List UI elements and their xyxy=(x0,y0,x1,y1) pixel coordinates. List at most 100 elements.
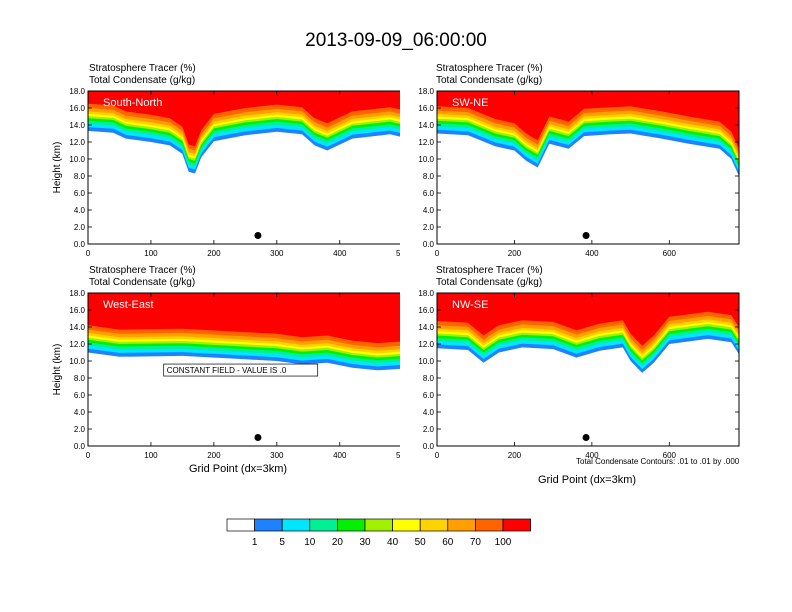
y-tick-label: 16.0 xyxy=(418,306,434,315)
y-tick-label: 2.0 xyxy=(74,425,86,434)
tracer-title: Stratosphere Tracer (%) xyxy=(436,63,543,74)
tracer-field xyxy=(88,91,400,174)
y-tick-label: 0.0 xyxy=(423,442,435,451)
y-tick-label: 8.0 xyxy=(423,374,435,383)
panel-label: West-East xyxy=(103,299,154,311)
x-tick-label: 0 xyxy=(435,249,440,258)
y-tick-label: 18.0 xyxy=(69,289,85,298)
location-marker xyxy=(582,232,590,239)
tracer-field xyxy=(88,293,400,371)
colorbar-swatch xyxy=(226,518,255,532)
y-tick-label: 12.0 xyxy=(69,340,85,349)
y-tick-label: 0.0 xyxy=(74,442,86,451)
tracer-field xyxy=(437,91,739,176)
y-tick-label: 10.0 xyxy=(418,357,434,366)
x-tick-label: 400 xyxy=(585,451,599,460)
y-tick-label: 4.0 xyxy=(74,408,86,417)
colorbar-label: 1 xyxy=(252,537,258,548)
x-tick-label: 500 xyxy=(396,249,400,258)
colorbar-label: 10 xyxy=(304,537,316,548)
x-tick-label: 300 xyxy=(270,249,284,258)
tracer-band xyxy=(437,293,739,346)
x-tick-label: 100 xyxy=(144,249,158,258)
constant-field-box xyxy=(163,363,319,377)
y-tick-label: 14.0 xyxy=(418,323,434,332)
condensate-title: Total Condensate (g/kg) xyxy=(436,75,543,86)
tracer-title: Stratosphere Tracer (%) xyxy=(89,265,196,276)
colorbar-swatch xyxy=(447,518,476,532)
tracer-title: Stratosphere Tracer (%) xyxy=(89,63,196,74)
colorbar-label: 20 xyxy=(332,537,344,548)
y-tick-label: 4.0 xyxy=(423,206,435,215)
x-tick-label: 200 xyxy=(508,451,522,460)
plot-frame xyxy=(87,292,400,447)
panel-label: NW-SE xyxy=(452,299,488,311)
x-tick-label: 600 xyxy=(663,249,677,258)
tracer-field xyxy=(437,293,739,373)
colorbar-swatch xyxy=(392,518,421,532)
y-tick-label: 18.0 xyxy=(69,87,85,96)
colorbar-label: 50 xyxy=(415,537,427,548)
y-tick-label: 0.0 xyxy=(423,240,435,249)
y-tick-label: 2.0 xyxy=(423,223,435,232)
colorbar-label: 30 xyxy=(359,537,371,548)
x-axis-label-nw-se: Grid Point (dx=3km) xyxy=(537,474,637,486)
y-tick-label: 8.0 xyxy=(74,374,86,383)
y-tick-label: 12.0 xyxy=(69,138,85,147)
panel-label: South-North xyxy=(103,97,162,109)
x-tick-label: 200 xyxy=(207,451,221,460)
y-tick-label: 4.0 xyxy=(74,206,86,215)
y-tick-label: 10.0 xyxy=(418,155,434,164)
colorbar-swatch xyxy=(281,518,311,532)
colorbar-swatch xyxy=(309,518,338,532)
colorbar-swatch xyxy=(419,518,449,532)
panel-header-west-east: Stratosphere Tracer (%) Total Condensate… xyxy=(89,265,196,289)
x-tick-label: 0 xyxy=(86,451,91,460)
y-tick-label: 6.0 xyxy=(74,391,86,400)
colorbar-label: 100 xyxy=(495,537,512,548)
tracer-band xyxy=(88,293,400,344)
y-tick-label: 2.0 xyxy=(74,223,86,232)
tracer-band xyxy=(88,91,400,147)
y-tick-label: 14.0 xyxy=(69,323,85,332)
condensate-title: Total Condensate (g/kg) xyxy=(436,277,543,288)
x-tick-label: 200 xyxy=(207,249,221,258)
y-tick-label: 16.0 xyxy=(69,104,85,113)
colorbar-label: 5 xyxy=(279,537,285,548)
location-marker xyxy=(254,232,262,239)
y-tick-label: 16.0 xyxy=(69,306,85,315)
y-tick-label: 4.0 xyxy=(423,408,435,417)
x-tick-label: 600 xyxy=(663,451,677,460)
colorbar-swatch xyxy=(364,518,393,532)
x-tick-label: 0 xyxy=(86,249,91,258)
y-tick-label: 6.0 xyxy=(74,189,86,198)
y-tick-label: 14.0 xyxy=(69,121,85,130)
y-tick-label: 18.0 xyxy=(418,87,434,96)
panel-header-sw-ne: Stratosphere Tracer (%) Total Condensate… xyxy=(436,63,543,87)
panel-nw-se: 0.0 2.0 4.0 6.0 8.0 10.0 12.0 14.0 16.0 18.0 0 200 4… xyxy=(418,289,740,460)
colorbar-label: 70 xyxy=(470,537,482,548)
y-axis-label: Height (km) xyxy=(52,142,63,194)
y-tick-label: 12.0 xyxy=(418,138,434,147)
contour-note: Total Condensate Contours: .01 to .01 by… xyxy=(576,457,740,466)
y-tick-label: 10.0 xyxy=(69,155,85,164)
constant-field-label: CONSTANT FIELD - VALUE IS .0 xyxy=(167,366,287,375)
colorbar: 1 5 10 20 30 40 50 60 70 100 xyxy=(226,518,531,548)
colorbar-label: 40 xyxy=(387,537,399,548)
y-tick-label: 6.0 xyxy=(423,391,435,400)
x-tick-label: 200 xyxy=(508,249,522,258)
x-tick-label: 100 xyxy=(144,451,158,460)
tracer-band xyxy=(437,91,739,149)
x-tick-label: 500 xyxy=(396,451,400,460)
panel-label: SW-NE xyxy=(452,97,488,109)
y-tick-label: 10.0 xyxy=(69,357,85,366)
colorbar-label: 60 xyxy=(442,537,454,548)
x-tick-label: 0 xyxy=(435,451,440,460)
colorbar-swatch xyxy=(254,518,283,532)
colorbar-swatch xyxy=(475,518,504,532)
plot-frame xyxy=(436,90,740,245)
y-tick-label: 12.0 xyxy=(418,340,434,349)
y-axis-label: Height (km) xyxy=(52,344,63,396)
condensate-title: Total Condensate (g/kg) xyxy=(89,277,196,288)
plot-frame xyxy=(436,292,740,447)
